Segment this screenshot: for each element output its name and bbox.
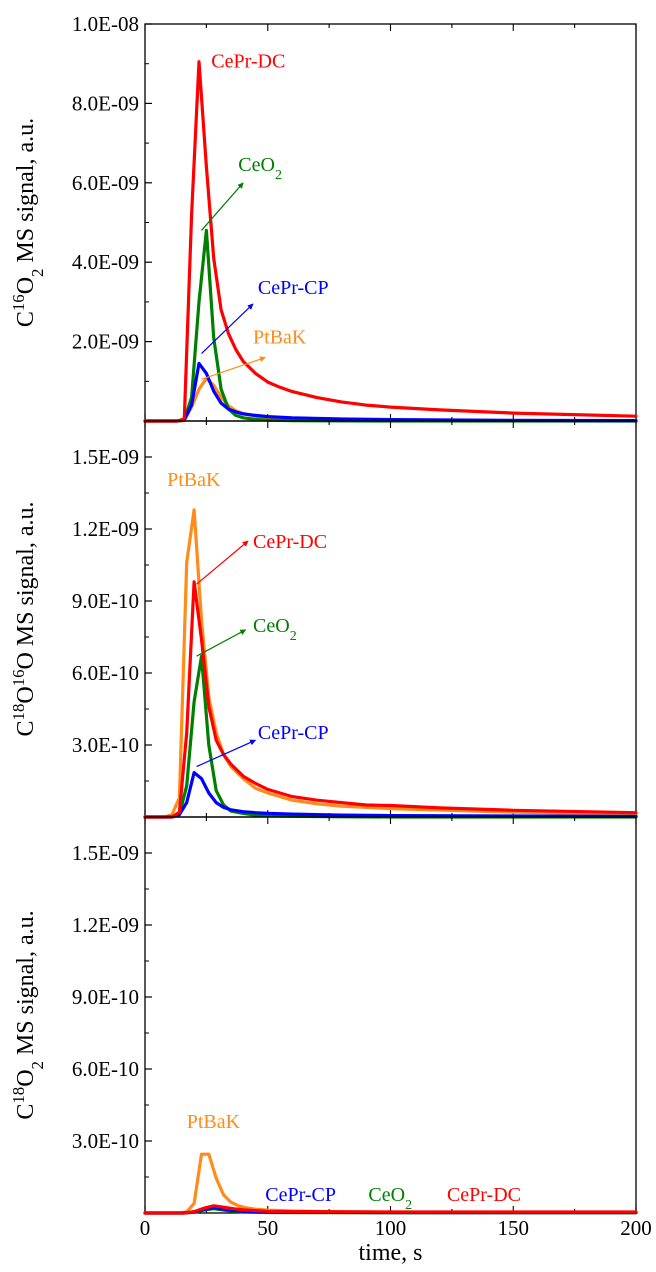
text-part: CePr-CP bbox=[265, 1184, 336, 1206]
text-part: 2 bbox=[405, 1198, 412, 1213]
y-tick-label: 1.2E-09 bbox=[72, 913, 139, 937]
annotation-label-ceo2: CeO2 bbox=[368, 1184, 412, 1213]
annotation-label-ptbak: PtBaK bbox=[253, 327, 307, 349]
text-part: 2 bbox=[290, 629, 297, 644]
text-part: CeO bbox=[253, 615, 290, 637]
text-part: O MS signal, a.u. bbox=[13, 502, 39, 670]
annotation-arrow bbox=[201, 356, 266, 380]
y-tick-label: 9.0E-10 bbox=[72, 589, 139, 613]
text-part: C bbox=[13, 311, 39, 327]
y-tick-label: 9.0E-10 bbox=[72, 985, 139, 1009]
annotation-arrow bbox=[196, 739, 257, 768]
y-tick-label: 1.5E-09 bbox=[72, 445, 139, 469]
text-part: O bbox=[13, 1069, 39, 1086]
text-part: CeO bbox=[238, 154, 275, 176]
y-tick-label: 4.0E-09 bbox=[72, 250, 139, 274]
annotation-label-cepr-cp: CePr-CP bbox=[265, 1184, 336, 1206]
y-tick-label: 6.0E-10 bbox=[72, 661, 139, 685]
y-tick-label: 6.0E-10 bbox=[72, 1057, 139, 1081]
text-part: CeO bbox=[368, 1184, 405, 1206]
series-line-cepr-dc bbox=[143, 1204, 638, 1215]
x-tick-label: 100 bbox=[375, 1216, 407, 1240]
annotation-label-cepr-cp: CePr-CP bbox=[258, 277, 329, 299]
text-part: MS signal, a.u. bbox=[13, 118, 39, 269]
text-part: 2 bbox=[28, 1061, 47, 1069]
text-part: 16 bbox=[9, 294, 28, 311]
y-tick-label: 2.0E-09 bbox=[72, 330, 139, 354]
y-tick-label: 8.0E-09 bbox=[72, 91, 139, 115]
series-line-cepr-dc bbox=[143, 60, 638, 423]
text-part: 2 bbox=[275, 167, 282, 182]
y-tick-label: 3.0E-10 bbox=[72, 733, 139, 757]
x-tick-label: 0 bbox=[140, 1216, 151, 1240]
text-part: C bbox=[13, 720, 39, 736]
series-line-cepr-cp bbox=[143, 361, 638, 423]
panel-3: 3.0E-10 6.0E-10 9.0E-10 1.2E-09 1.5E-09 0 50 10… bbox=[9, 816, 652, 1266]
series-line-cepr-dc bbox=[143, 580, 638, 819]
annotation-label-ceo2: CeO2 bbox=[253, 615, 297, 644]
x-tick-label: 150 bbox=[498, 1216, 530, 1240]
y-tick-label: 1.5E-09 bbox=[72, 841, 139, 865]
text-part: 18 bbox=[9, 704, 28, 721]
x-tick-label: 200 bbox=[620, 1216, 652, 1240]
plot-frame bbox=[144, 816, 637, 1214]
annotation-label-cepr-dc: CePr-DC bbox=[253, 531, 327, 553]
annotation-label-ceo2: CeO2 bbox=[238, 154, 282, 183]
text-part: O bbox=[13, 277, 39, 294]
text-part: C bbox=[13, 1104, 39, 1120]
annotation-label-cepr-cp: CePr-CP bbox=[258, 722, 329, 744]
panel-1: 2.0E-094.0E-096.0E-098.0E-091.0E-08C16O2… bbox=[9, 12, 638, 423]
text-part: O bbox=[13, 686, 39, 703]
text-part: CePr-DC bbox=[447, 1184, 521, 1206]
text-part: PtBaK bbox=[167, 469, 221, 491]
annotation-label-cepr-dc: CePr-DC bbox=[211, 51, 285, 73]
x-tick-label: 50 bbox=[257, 1216, 278, 1240]
annotation-label-ptbak: PtBaK bbox=[167, 469, 221, 491]
text-part: CePr-CP bbox=[258, 722, 329, 744]
annotation-arrow bbox=[196, 629, 247, 657]
y-axis-label: C18O16O MS signal, a.u. bbox=[9, 502, 40, 737]
annotation-arrow bbox=[201, 303, 254, 354]
text-part: 16 bbox=[9, 670, 28, 687]
text-part: CePr-CP bbox=[258, 277, 329, 299]
annotation-label-ptbak: PtBaK bbox=[187, 1111, 241, 1133]
text-part: 2 bbox=[28, 269, 47, 277]
annotation-arrow bbox=[201, 182, 244, 231]
text-part: CePr-DC bbox=[211, 51, 285, 73]
text-part: 18 bbox=[9, 1087, 28, 1104]
text-part: MS signal, a.u. bbox=[13, 910, 39, 1061]
annotation-label-cepr-dc: CePr-DC bbox=[447, 1184, 521, 1206]
text-part: PtBaK bbox=[253, 327, 307, 349]
y-tick-label: 1.0E-08 bbox=[72, 12, 139, 36]
y-tick-label: 6.0E-09 bbox=[72, 171, 139, 195]
text-part: PtBaK bbox=[187, 1111, 241, 1133]
text-part: CePr-DC bbox=[253, 531, 327, 553]
x-axis-label: time, s bbox=[359, 1240, 423, 1266]
y-tick-label: 1.2E-09 bbox=[72, 517, 139, 541]
panel-2: 3.0E-10 6.0E-10 9.0E-10 1.2E-09 1.5E-09 C18O1… bbox=[9, 420, 638, 819]
y-axis-label: C18O2 MS signal, a.u. bbox=[9, 910, 47, 1119]
annotation-arrow bbox=[196, 540, 249, 585]
y-tick-label: 3.0E-10 bbox=[72, 1129, 139, 1153]
series-line-ptbak bbox=[143, 508, 638, 819]
series-line-cepr-cp bbox=[143, 770, 638, 819]
y-axis-label: C16O2 MS signal, a.u. bbox=[9, 118, 47, 327]
